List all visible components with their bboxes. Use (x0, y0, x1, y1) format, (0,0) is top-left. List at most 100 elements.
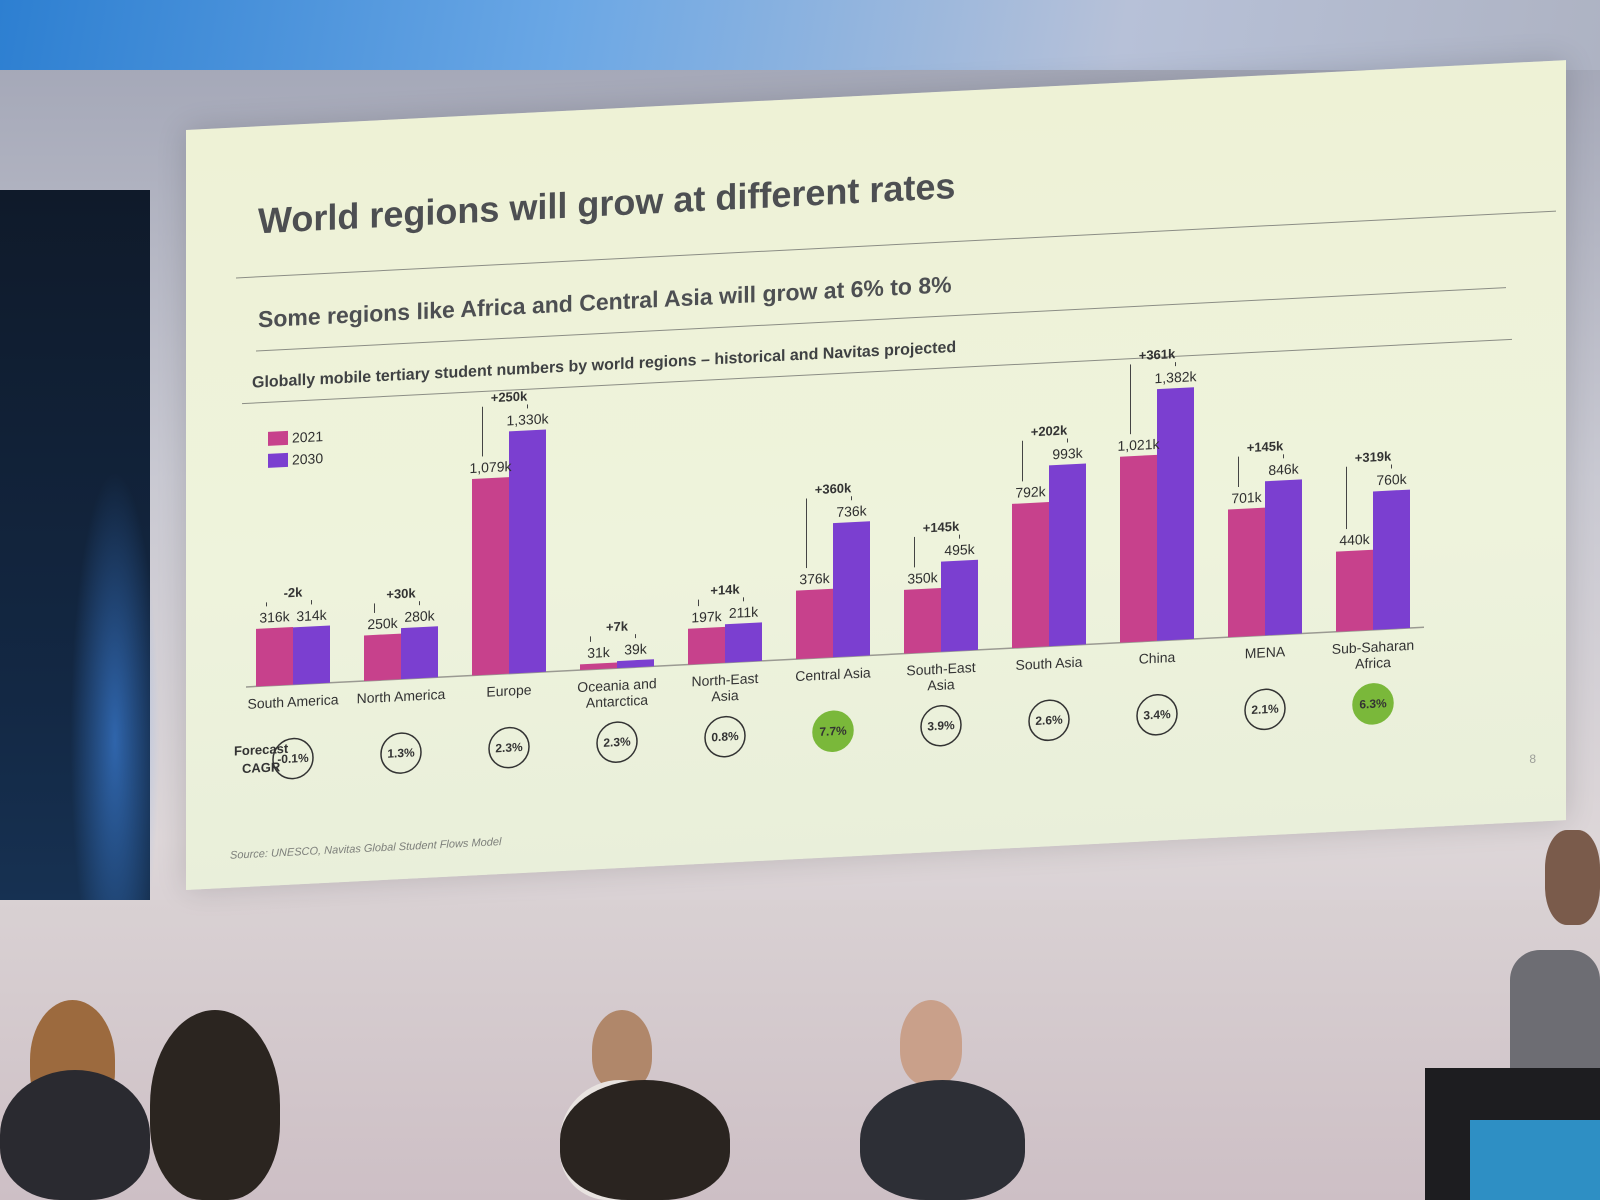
legend-swatch-2030 (268, 452, 288, 468)
cagr-row-label-2: CAGR (242, 759, 281, 776)
value-label-2021-10: 440k (1339, 531, 1370, 549)
bar-2021-0 (256, 627, 293, 687)
cagr-circle-2 (488, 726, 530, 769)
value-label-2030-7: 993k (1052, 445, 1083, 463)
value-label-2030-3: 39k (624, 641, 648, 658)
cagr-value-7: 2.6% (1035, 713, 1063, 728)
category-label-3-line2: Antarctica (586, 692, 648, 711)
value-label-2021-6: 350k (907, 569, 938, 587)
cagr-value-3: 2.3% (603, 734, 631, 749)
cagr-circle-8 (1136, 694, 1178, 736)
cagr-value-4: 0.8% (711, 729, 739, 744)
bar-2030-9 (1265, 479, 1302, 636)
projected-slide: World regions will grow at different rat… (186, 60, 1566, 890)
category-label-1: North America (357, 686, 446, 706)
bar-2021-8 (1120, 454, 1157, 643)
category-label-7: South Asia (1016, 654, 1083, 673)
change-label-0: -2k (284, 585, 304, 601)
value-label-2021-7: 792k (1015, 483, 1046, 501)
speaker-body (1510, 950, 1600, 1070)
bar-2021-4 (688, 626, 725, 665)
value-label-2021-1: 250k (367, 615, 398, 633)
category-label-5: Central Asia (795, 664, 871, 684)
lectern-screen (1470, 1120, 1600, 1200)
value-label-2021-9: 701k (1231, 489, 1262, 507)
bar-2030-0 (293, 625, 330, 685)
audience-head-center (560, 1080, 730, 1200)
cagr-value-0: -0.1% (277, 751, 309, 767)
change-label-2: +250k (491, 388, 528, 405)
panelist-woman (592, 1010, 652, 1090)
change-label-3: +7k (606, 618, 629, 634)
change-label-4: +14k (710, 581, 740, 598)
category-label-6: South-East (906, 659, 975, 679)
cagr-value-5: 7.7% (819, 724, 847, 739)
cagr-circle-1 (380, 732, 422, 774)
legend-label-2021: 2021 (292, 428, 323, 446)
category-label-4-line2: Asia (711, 687, 738, 704)
bar-2021-10 (1336, 549, 1373, 632)
bar-2021-2 (472, 477, 509, 676)
bar-2021-9 (1228, 507, 1265, 638)
change-label-8: +361k (1139, 346, 1176, 363)
change-label-1: +30k (386, 585, 416, 602)
value-label-2021-8: 1,021k (1117, 436, 1160, 454)
cagr-circle-10 (1352, 683, 1394, 725)
value-label-2021-3: 31k (587, 644, 611, 661)
bar-2030-5 (833, 521, 870, 658)
value-label-2021-4: 197k (691, 608, 722, 626)
category-label-4: North-East (692, 670, 759, 689)
bar-2030-10 (1373, 489, 1410, 630)
bar-2030-8 (1157, 387, 1194, 641)
category-label-0: South America (247, 691, 338, 712)
panelist-man-body (860, 1080, 1025, 1200)
value-label-2030-9: 846k (1268, 460, 1299, 478)
category-label-10-line2: Africa (1355, 654, 1391, 672)
cagr-circle-4 (704, 715, 746, 758)
category-label-8: China (1139, 649, 1176, 667)
cagr-row-label-1: Forecast (234, 741, 289, 759)
change-label-6: +145k (923, 519, 960, 536)
chart-legend: 2021 2030 (268, 428, 323, 468)
change-label-10: +319k (1355, 448, 1392, 465)
bar-2030-6 (941, 559, 978, 652)
change-label-7: +202k (1031, 422, 1068, 439)
value-label-2030-8: 1,382k (1154, 368, 1197, 386)
change-label-9: +145k (1247, 438, 1284, 455)
bar-2021-3 (580, 662, 617, 671)
cagr-value-1: 1.3% (387, 745, 415, 760)
cagr-circle-6 (920, 704, 962, 747)
category-label-6-line2: Asia (927, 676, 954, 693)
category-label-10: Sub-Saharan (1332, 637, 1414, 657)
cagr-value-6: 3.9% (927, 718, 955, 733)
bar-2030-4 (725, 622, 762, 663)
bar-2021-1 (364, 633, 401, 681)
category-label-3: Oceania and (577, 675, 656, 695)
cagr-value-2: 2.3% (495, 740, 523, 755)
bar-2021-7 (1012, 502, 1049, 649)
cagr-value-10: 6.3% (1359, 696, 1387, 711)
bar-groups: 316k 314k -2k South America -0.1% 250k 280k +30… (247, 346, 1414, 780)
category-label-2: Europe (486, 681, 531, 699)
legend-swatch-2021 (268, 430, 288, 446)
cagr-value-9: 2.1% (1251, 702, 1279, 717)
value-label-2030-1: 280k (404, 607, 435, 625)
value-label-2021-2: 1,079k (469, 458, 512, 476)
value-label-2030-4: 211k (729, 604, 759, 622)
cagr-circle-7 (1028, 699, 1070, 742)
bar-chart: 2021 2030 Forecast CAGR 316k 314k -2k South… (234, 346, 1424, 780)
change-label-5: +360k (815, 480, 852, 497)
value-label-2030-0: 314k (296, 607, 327, 625)
category-label-9: MENA (1245, 643, 1286, 661)
panelist-man-head (900, 1000, 962, 1085)
cagr-circle-5 (812, 710, 854, 753)
legend-label-2030: 2030 (292, 450, 323, 468)
slide-page-number: 8 (1529, 751, 1536, 766)
value-label-2021-5: 376k (799, 570, 830, 588)
audience-head-center-left (150, 1010, 280, 1200)
bar-2021-5 (796, 588, 833, 660)
value-label-2030-6: 495k (944, 541, 975, 559)
cagr-circle-9 (1244, 688, 1286, 731)
value-label-2030-5: 736k (836, 502, 867, 520)
bar-2021-6 (904, 588, 941, 654)
